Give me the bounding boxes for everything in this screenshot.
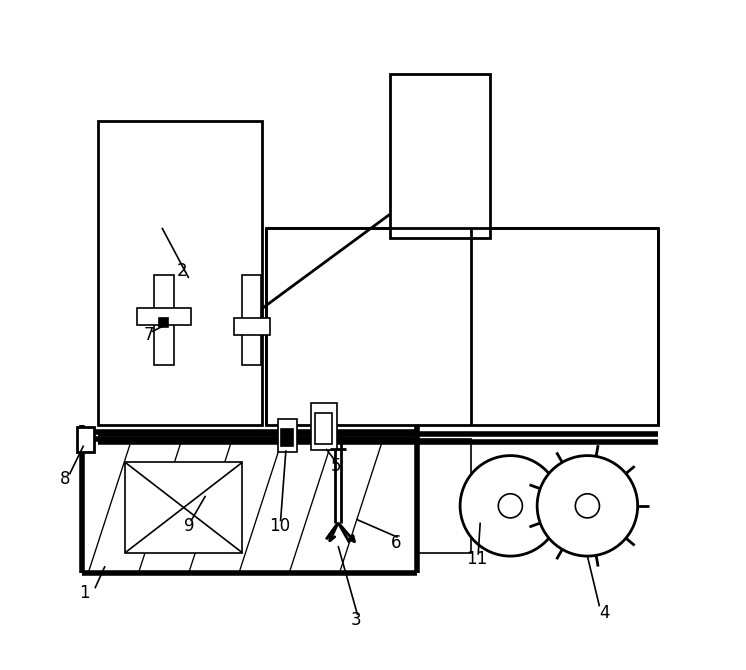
Circle shape — [498, 494, 522, 518]
Text: 7: 7 — [143, 326, 154, 344]
Bar — [316, 413, 332, 444]
Bar — [77, 427, 93, 452]
Bar — [159, 318, 168, 327]
Text: 3: 3 — [351, 611, 362, 628]
Text: 2: 2 — [177, 263, 187, 280]
Bar — [280, 429, 292, 446]
Circle shape — [460, 456, 560, 556]
Text: 5: 5 — [331, 457, 342, 474]
Circle shape — [537, 456, 638, 556]
Bar — [137, 308, 191, 325]
Bar — [389, 74, 490, 238]
Text: 8: 8 — [60, 470, 70, 488]
Text: 9: 9 — [184, 517, 194, 535]
Text: 11: 11 — [466, 551, 487, 568]
Text: 4: 4 — [599, 604, 609, 622]
Bar — [242, 275, 261, 365]
Text: 1: 1 — [80, 584, 90, 602]
Bar — [233, 318, 271, 335]
Bar — [278, 419, 297, 452]
Bar — [154, 275, 174, 365]
Bar — [266, 228, 658, 425]
Circle shape — [575, 494, 600, 518]
Bar — [416, 439, 471, 553]
Bar — [311, 403, 337, 450]
Bar — [98, 121, 263, 425]
Text: 10: 10 — [269, 517, 289, 535]
Bar — [125, 462, 242, 553]
Text: 6: 6 — [391, 534, 401, 551]
